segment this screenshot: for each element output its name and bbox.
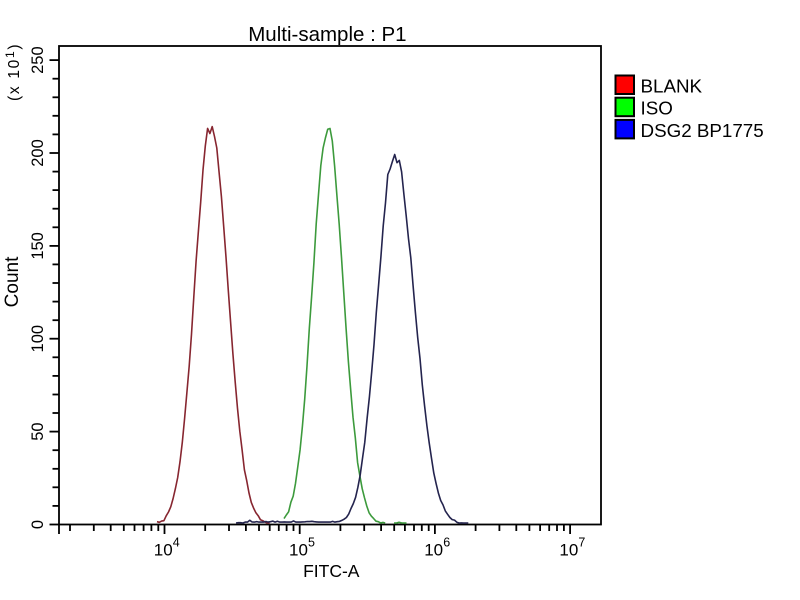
svg-text:10: 10 [289,541,308,560]
svg-text:ISO: ISO [641,98,673,119]
svg-text:6: 6 [443,536,450,550]
svg-text:50: 50 [29,422,47,440]
svg-text:4: 4 [173,536,180,550]
svg-text:DSG2 BP1775: DSG2 BP1775 [641,120,764,141]
svg-text:150: 150 [29,232,47,260]
svg-text:250: 250 [29,46,47,74]
svg-text:0: 0 [29,520,47,529]
svg-text:200: 200 [29,139,47,167]
svg-text:10: 10 [424,541,443,560]
svg-text:BLANK: BLANK [641,76,703,97]
svg-text:10: 10 [559,541,578,560]
svg-text:FITC-A: FITC-A [303,561,360,581]
svg-text:5: 5 [308,536,315,550]
svg-text:Count: Count [2,256,23,307]
svg-text:7: 7 [578,536,585,550]
svg-text:10: 10 [154,541,173,560]
svg-text:100: 100 [29,325,47,353]
svg-text:Multi-sample : P1: Multi-sample : P1 [248,23,406,46]
